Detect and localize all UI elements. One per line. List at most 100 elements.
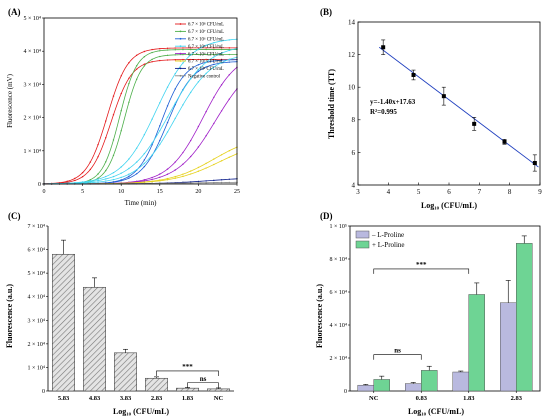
x-tick-label: NC (214, 395, 224, 402)
bar-2.83-series-0 (500, 302, 517, 392)
data-point (112, 175, 115, 178)
y-tick-label: 8 × 10⁴ (330, 257, 347, 263)
data-point (381, 45, 386, 50)
x-tick-label: 9 (538, 188, 542, 196)
data-point (213, 181, 215, 184)
x-tick-label: NC (369, 395, 379, 402)
data-point (159, 59, 161, 62)
data-point (174, 182, 176, 184)
data-point (74, 177, 76, 180)
data-point (182, 47, 184, 49)
data-point (105, 175, 107, 178)
y-tick-label: 2 × 10⁴ (330, 356, 347, 362)
data-point (89, 180, 92, 183)
data-point (151, 48, 153, 51)
data-point (220, 61, 223, 64)
data-point (97, 179, 99, 182)
y-tick-label: 1 × 10⁵ (330, 224, 347, 230)
y-tick-label: 5 × 10⁴ (28, 271, 45, 277)
data-point (151, 180, 153, 183)
data-point (166, 86, 169, 88)
panel-a-frame (43, 17, 238, 185)
significance-bracket (187, 382, 219, 388)
data-point (143, 159, 146, 161)
x-tick-label: 3 (356, 188, 360, 196)
data-point (159, 125, 161, 127)
data-point (220, 110, 223, 112)
data-point (120, 176, 122, 179)
data-point (166, 131, 169, 133)
data-point (213, 179, 215, 182)
data-point (197, 47, 200, 49)
data-point (220, 47, 223, 49)
legend-marker (179, 67, 182, 70)
data-point (174, 54, 176, 56)
data-point (143, 181, 146, 183)
data-point (143, 55, 146, 58)
data-point (128, 158, 130, 160)
data-point (213, 56, 215, 58)
legend-label: – L-Proline (371, 231, 404, 239)
data-point (105, 180, 107, 182)
series-line-4-1 (44, 88, 238, 185)
panel-c-xlabel: Log₁₀ (CFU/mL) (113, 407, 169, 416)
legend-label: 6.7 × 10³ CFU/mL (188, 59, 224, 65)
panel-a-label: (A) (8, 7, 21, 17)
data-point (205, 61, 207, 64)
data-point (166, 105, 169, 107)
legend-marker (179, 45, 182, 48)
data-point (151, 154, 153, 156)
data-point (112, 114, 115, 116)
data-point (143, 50, 146, 53)
data-point (174, 59, 176, 61)
data-point (205, 135, 207, 137)
bar-1.83-series-1 (468, 294, 485, 392)
legend-marker (179, 23, 182, 25)
panel-d-ylabel: Fluorescence (a.u.) (315, 284, 324, 348)
data-point (135, 65, 138, 67)
data-point (89, 179, 92, 181)
panel-d-xlabel: Log₁₀ (CFU/mL) (408, 407, 464, 416)
data-point (166, 49, 169, 51)
legend-label: 6.7 × 10⁸ CFU/mL (188, 22, 224, 28)
data-point (97, 156, 99, 158)
data-point (220, 59, 223, 61)
data-point (189, 139, 192, 142)
data-point (205, 48, 207, 51)
data-point (105, 120, 107, 122)
data-point (228, 156, 230, 158)
data-point (228, 61, 230, 63)
data-point (197, 48, 200, 50)
data-point (120, 92, 122, 95)
fit-line (378, 46, 539, 168)
data-point (112, 154, 115, 157)
data-point (197, 64, 200, 66)
data-point (220, 48, 223, 51)
y-tick-label: 5 × 10⁴ (24, 16, 41, 22)
data-point (220, 160, 223, 162)
data-point (97, 178, 99, 180)
legend-marker (179, 60, 182, 62)
significance-label: *** (416, 261, 427, 269)
data-point (135, 168, 138, 171)
x-tick-label: 0 (43, 189, 46, 195)
data-point (97, 173, 99, 175)
data-point (197, 182, 200, 184)
panel-a-axes: 0 5 10 15 20 25 0 1 × 10⁴ 2 × 10⁴ 3 × 10⁴ 4 × 10⁴ 5… (24, 16, 240, 195)
y-tick-label: 6 × 10⁴ (28, 248, 45, 254)
data-point (143, 165, 146, 168)
data-point (174, 88, 176, 90)
bar-2.83-series-1 (516, 243, 533, 392)
legend-swatch (355, 230, 370, 239)
data-point (159, 180, 161, 182)
panel-b-label: (B) (320, 7, 332, 17)
data-point (159, 48, 161, 50)
data-point (143, 65, 146, 67)
data-point (159, 173, 161, 175)
data-point (182, 163, 184, 165)
y-tick-label: 4 (352, 181, 356, 189)
data-point (89, 168, 92, 171)
data-point (120, 110, 122, 112)
data-point (174, 117, 176, 120)
bar-4.83 (83, 286, 106, 392)
